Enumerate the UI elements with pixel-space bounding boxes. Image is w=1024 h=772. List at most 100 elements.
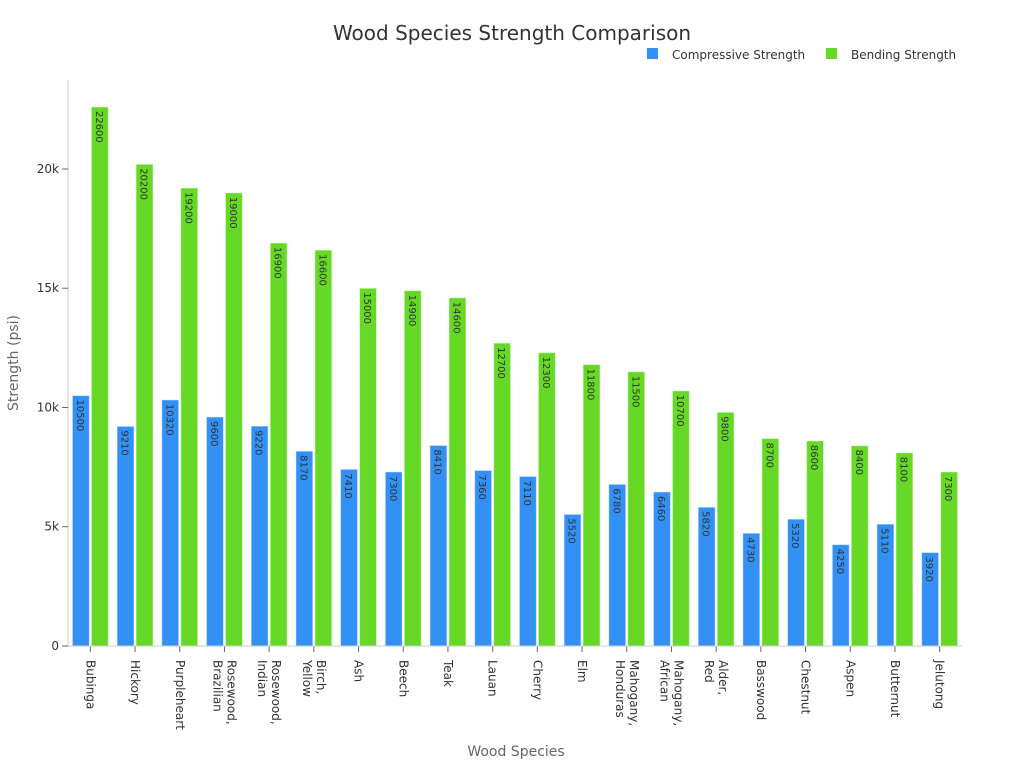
- bar-bending[interactable]: [403, 290, 422, 647]
- bar-bending[interactable]: [493, 342, 512, 647]
- bar-value-label: 9800: [719, 416, 730, 441]
- x-tick-label: Bubinga: [83, 660, 97, 709]
- bar-bending[interactable]: [582, 364, 601, 647]
- bar-bending[interactable]: [269, 242, 288, 647]
- bar-compressive[interactable]: [116, 425, 135, 647]
- bar-compressive[interactable]: [250, 425, 269, 647]
- bar-compressive[interactable]: [161, 399, 180, 647]
- bar-bending[interactable]: [135, 163, 154, 647]
- bar-value-label: 10700: [674, 395, 685, 427]
- bar-value-label: 14900: [406, 295, 417, 327]
- bar-value-label: 7110: [521, 480, 532, 505]
- y-tick-label: 0: [51, 639, 59, 653]
- bar-value-label: 12300: [540, 357, 551, 389]
- x-tick-label: Lauan: [486, 660, 500, 697]
- legend-swatch: [826, 48, 837, 59]
- bar-value-label: 20200: [138, 168, 149, 200]
- x-tick-label: Ash: [352, 660, 366, 682]
- x-tick-label: Birch,Yellow: [300, 659, 328, 697]
- bar-value-label: 5820: [700, 511, 711, 536]
- bar-value-label: 4250: [834, 549, 845, 574]
- bar-value-label: 5110: [878, 528, 889, 553]
- legend-label[interactable]: Compressive Strength: [672, 48, 805, 62]
- y-tick-label: 20k: [37, 162, 59, 176]
- y-tick-label: 10k: [37, 400, 59, 414]
- x-tick-label: Jelutong: [933, 659, 947, 709]
- legend: Compressive Strength Bending Strength: [647, 48, 956, 62]
- bar-value-label: 8170: [297, 455, 308, 480]
- bar-value-label: 12700: [495, 347, 506, 379]
- bar-value-label: 19200: [182, 192, 193, 224]
- y-tick-label: 5k: [44, 520, 59, 534]
- x-tick-label: Alder,Red: [702, 660, 730, 695]
- x-tick-label: Chestnut: [799, 660, 813, 715]
- x-tick-label: Mahogany,African: [657, 660, 685, 726]
- bar-bending[interactable]: [716, 411, 735, 647]
- bar-bending[interactable]: [90, 106, 109, 647]
- bar-value-label: 7360: [476, 474, 487, 499]
- bar-bending[interactable]: [224, 192, 243, 647]
- x-axis: Bubinga Hickory Purpleheart Rosewood,Brazil…: [68, 645, 962, 730]
- y-axis: 0 5k 10k 15k 20k: [37, 80, 69, 653]
- x-tick-label: Aspen: [843, 660, 857, 697]
- bar-bending[interactable]: [761, 437, 780, 647]
- bar-bending[interactable]: [850, 445, 869, 647]
- bar-bending[interactable]: [359, 287, 378, 647]
- bar-value-label: 7410: [342, 473, 353, 498]
- legend-label[interactable]: Bending Strength: [851, 48, 956, 62]
- bar-value-label: 16900: [272, 247, 283, 279]
- x-tick-label: Mahogany,Honduras: [613, 660, 641, 726]
- bar-value-label: 8600: [808, 445, 819, 470]
- bar-value-label: 10320: [163, 404, 174, 436]
- bar-bending[interactable]: [537, 352, 556, 647]
- x-tick-label: Hickory: [128, 660, 142, 705]
- bar-value-label: 8410: [431, 449, 442, 474]
- bar-bending[interactable]: [671, 390, 690, 647]
- bar-value-label: 16600: [316, 254, 327, 286]
- bar-value-label: 9220: [253, 430, 264, 455]
- y-axis-label: Strength (psi): [6, 315, 22, 411]
- bar-bending[interactable]: [314, 249, 333, 647]
- x-tick-label: Teak: [441, 659, 455, 687]
- bar-value-label: 8400: [853, 450, 864, 475]
- bar-value-label: 7300: [942, 476, 953, 501]
- legend-swatch: [647, 48, 658, 59]
- bar-value-label: 5320: [789, 523, 800, 548]
- x-tick-label: Butternut: [888, 660, 902, 718]
- bar-bending[interactable]: [180, 187, 199, 647]
- bar-bending[interactable]: [806, 440, 825, 647]
- x-tick-label: Cherry: [530, 660, 544, 700]
- x-tick-label: Purpleheart: [173, 660, 187, 730]
- bar-value-label: 14600: [450, 302, 461, 334]
- bar-compressive[interactable]: [429, 444, 448, 647]
- chart-title: Wood Species Strength Comparison: [333, 21, 691, 45]
- bar-value-label: 4730: [744, 537, 755, 562]
- x-tick-label: Elm: [575, 660, 589, 683]
- bar-value-label: 8700: [763, 442, 774, 467]
- bar-value-label: 11800: [585, 369, 596, 401]
- bar-value-label: 8100: [897, 457, 908, 482]
- x-tick-label: Rosewood,Indian: [255, 660, 283, 725]
- x-tick-label: Rosewood,Brazilian: [210, 660, 238, 725]
- bar-value-label: 3920: [923, 557, 934, 582]
- bar-compressive[interactable]: [205, 416, 224, 647]
- bar-value-label: 19000: [227, 197, 238, 229]
- x-tick-label: Basswood: [754, 660, 768, 720]
- bar-value-label: 11500: [629, 376, 640, 408]
- x-tick-label: Beech: [396, 660, 410, 697]
- bar-value-label: 15000: [361, 292, 372, 324]
- bars: 10500 22600 9210 20200 10320 19200 9600 19000 92…: [71, 106, 959, 647]
- bar-bending[interactable]: [448, 297, 467, 647]
- bar-value-label: 7300: [387, 476, 398, 501]
- x-axis-label: Wood Species: [467, 744, 564, 760]
- bar-value-label: 6460: [655, 496, 666, 521]
- bar-value-label: 9600: [208, 421, 219, 446]
- y-tick-label: 15k: [37, 281, 59, 295]
- bar-value-label: 5520: [566, 518, 577, 543]
- bar-value-label: 6780: [610, 488, 621, 513]
- bar-value-label: 9210: [119, 430, 130, 455]
- bar-compressive[interactable]: [71, 395, 90, 647]
- bar-bending[interactable]: [627, 371, 646, 647]
- bar-value-label: 22600: [93, 111, 104, 143]
